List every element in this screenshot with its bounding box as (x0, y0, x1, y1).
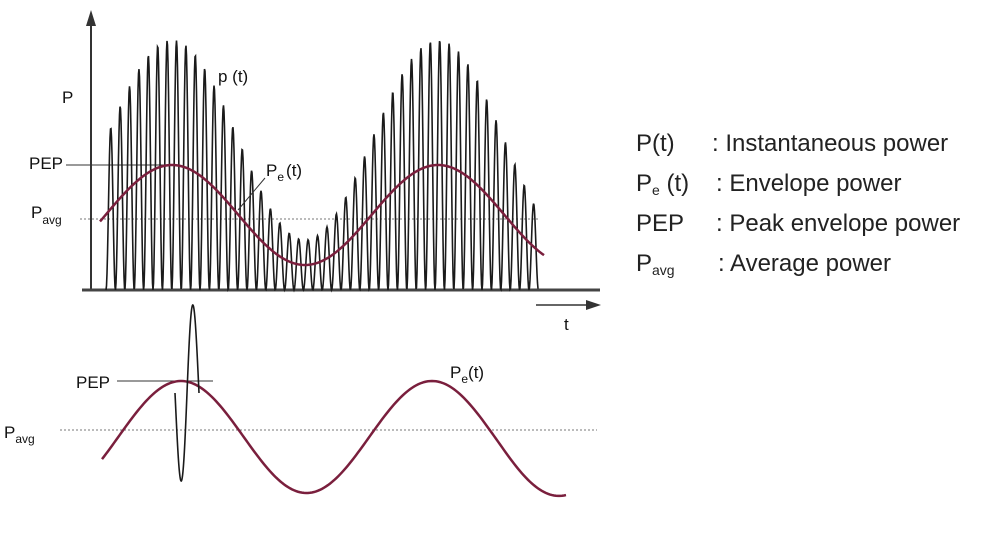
upper-pavg-sub: avg (42, 213, 61, 227)
upper-pavg-label: Pavg (31, 203, 62, 227)
lower-envelope-curve (101, 379, 567, 498)
legend-symbol: Pavg (636, 244, 675, 290)
x-axis-label: t (564, 315, 569, 334)
legend-row-average: Pavg : Average power (636, 244, 1000, 284)
upper-y-axis-arrow (86, 10, 96, 26)
upper-y-axis-label: P (62, 88, 73, 107)
single-cycle-curve (174, 304, 200, 482)
legend-description: : Envelope power (716, 170, 902, 197)
legend-symbol: P(t) (636, 124, 675, 170)
upper-envelope-main: P (266, 161, 277, 180)
envelope-label-pointer (237, 177, 266, 211)
lower-pep-label: PEP (76, 373, 110, 392)
instantaneous-power-curve (105, 40, 539, 293)
lower-envelope-arg: (t) (468, 363, 484, 382)
legend-symbol-suffix: (t) (659, 170, 690, 197)
legend-row-instantaneous: P(t) : Instantaneous power (636, 124, 1000, 164)
legend-symbol-sub: e (652, 182, 660, 198)
lower-pavg-sub: avg (15, 432, 34, 446)
legend-symbol-sub: avg (652, 262, 675, 278)
legend: P(t) : Instantaneous power Pe (t) : Enve… (636, 124, 1000, 284)
legend-description: : Average power (718, 250, 892, 277)
upper-envelope-label: Pe (t) (266, 161, 302, 184)
legend-symbol-main: P (636, 250, 653, 277)
legend-symbol: Pe (t) (636, 164, 689, 210)
legend-symbol: PEP (636, 204, 684, 250)
lower-envelope-sub: e (461, 372, 468, 386)
legend-description: : Peak envelope power (716, 210, 961, 237)
legend-row-pep: PEP : Peak envelope power (636, 204, 1000, 244)
envelope-power-curve (99, 163, 545, 267)
upper-envelope-arg: (t) (286, 161, 302, 180)
lower-envelope-label: Pe(t) (450, 363, 484, 386)
legend-symbol-main: P(t) (636, 130, 675, 157)
instantaneous-curve-label: p (t) (218, 67, 248, 86)
legend-symbol-main: P (636, 170, 653, 197)
legend-row-envelope: Pe (t) : Envelope power (636, 164, 1000, 204)
upper-pavg-main: P (31, 203, 42, 222)
lower-pavg-main: P (4, 423, 15, 442)
upper-pep-label: PEP (29, 154, 63, 173)
time-arrow-head (586, 300, 601, 310)
upper-envelope-sub: e (277, 170, 284, 184)
lower-pavg-label: Pavg (4, 423, 35, 446)
legend-description: : Instantaneous power (712, 130, 949, 157)
lower-envelope-main: P (450, 363, 461, 382)
legend-symbol-main: PEP (636, 210, 685, 237)
